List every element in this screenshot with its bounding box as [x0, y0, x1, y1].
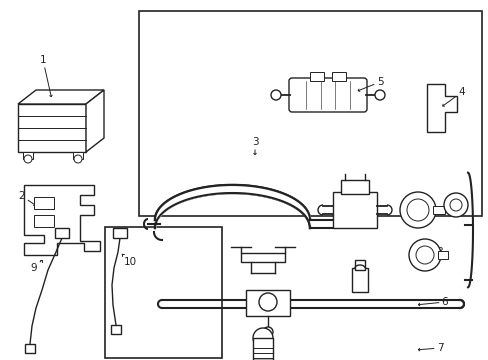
Bar: [340, 180, 368, 194]
Polygon shape: [86, 90, 104, 152]
Text: 8: 8: [419, 247, 443, 257]
Bar: [432, 206, 444, 214]
Circle shape: [443, 193, 467, 217]
Circle shape: [415, 246, 433, 264]
Circle shape: [74, 155, 82, 163]
Text: 4: 4: [442, 87, 465, 106]
Bar: [34, 197, 54, 209]
Circle shape: [24, 155, 32, 163]
Bar: [34, 215, 54, 227]
Circle shape: [374, 90, 384, 100]
Text: 5: 5: [358, 77, 383, 91]
Circle shape: [399, 192, 435, 228]
Bar: [113, 228, 127, 238]
Bar: [351, 268, 367, 292]
Bar: [73, 152, 83, 159]
Bar: [23, 152, 33, 159]
Bar: [354, 260, 364, 270]
Bar: [105, 227, 222, 358]
Bar: [139, 11, 481, 216]
Bar: [252, 338, 272, 360]
Bar: [18, 104, 86, 152]
Text: 1: 1: [40, 55, 52, 96]
Polygon shape: [24, 185, 100, 255]
Circle shape: [270, 90, 281, 100]
Circle shape: [263, 327, 272, 337]
Bar: [55, 228, 69, 238]
Text: 6: 6: [418, 297, 447, 307]
Bar: [331, 72, 346, 81]
Bar: [25, 344, 35, 353]
Circle shape: [252, 328, 272, 348]
Circle shape: [449, 199, 461, 211]
Bar: [309, 72, 324, 81]
Text: 7: 7: [418, 343, 443, 353]
Polygon shape: [426, 84, 456, 132]
FancyBboxPatch shape: [288, 78, 366, 112]
Circle shape: [408, 239, 440, 271]
Polygon shape: [18, 90, 104, 104]
Text: 2: 2: [19, 191, 35, 205]
Circle shape: [406, 199, 428, 221]
Text: 9: 9: [31, 260, 41, 273]
Bar: [437, 251, 447, 259]
Bar: [111, 325, 121, 334]
Bar: [332, 192, 376, 228]
Bar: [241, 253, 285, 262]
Bar: [245, 290, 289, 316]
Text: 10: 10: [122, 254, 136, 267]
Text: 3: 3: [251, 137, 258, 154]
Circle shape: [259, 293, 276, 311]
